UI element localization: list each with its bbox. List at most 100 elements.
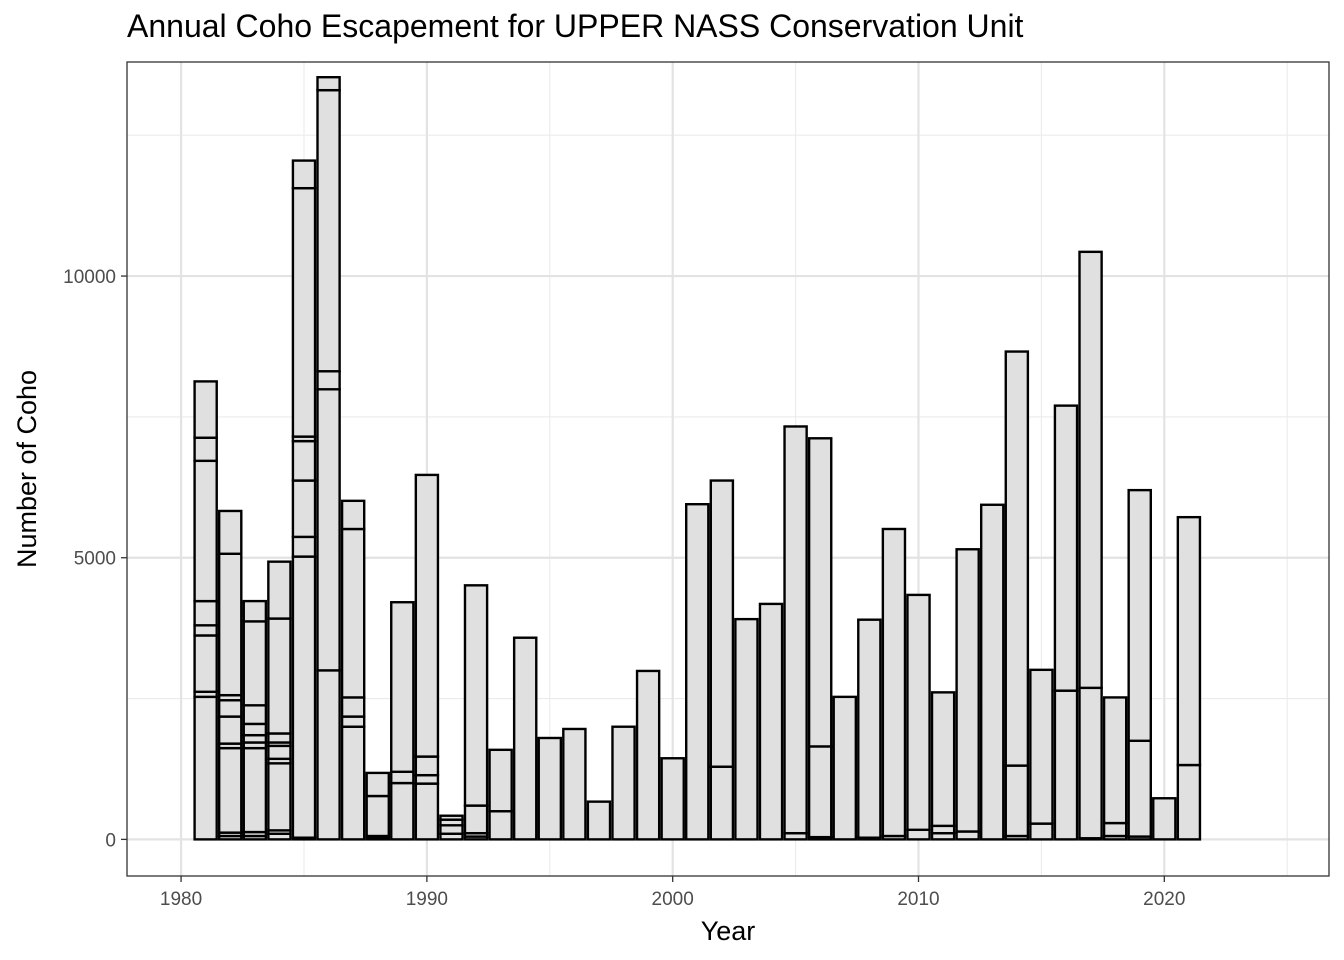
y-axis-title: Number of Coho <box>12 370 42 568</box>
bar-segment-1987 <box>340 696 366 718</box>
bar-segment-1983 <box>242 746 268 834</box>
bar-segment-2021 <box>1176 763 1202 841</box>
bar-segment-2021 <box>1176 515 1202 767</box>
bar-segment-2001 <box>685 503 710 841</box>
x-axis-title: Year <box>701 916 756 946</box>
bar-segment-2007 <box>832 695 858 841</box>
bar-segment-1987 <box>340 527 366 699</box>
bar-segment-2006 <box>807 437 833 748</box>
bar-segment-1981 <box>193 634 218 693</box>
x-tick-label: 2000 <box>652 889 694 910</box>
bar-segment-2013 <box>979 503 1005 841</box>
bar-segment-1981 <box>193 380 218 439</box>
bar-segment-1990 <box>414 473 440 758</box>
bar-segment-1990 <box>414 773 440 785</box>
bar-segment-1989 <box>390 601 415 773</box>
y-axis-ticks: 0 5000 10000 <box>63 267 127 851</box>
bar-segment-2015 <box>1029 822 1054 841</box>
plot-panel-border <box>126 61 1330 877</box>
bar-segment-1981 <box>193 599 218 627</box>
bar-segment-1984 <box>267 560 292 620</box>
bar-segment-2016 <box>1053 404 1079 692</box>
bar-segment-2005 <box>783 425 808 835</box>
x-tick-label: 1990 <box>406 889 448 910</box>
bar-segment-1990 <box>414 782 440 841</box>
bar-segment-1988 <box>365 771 390 798</box>
bar-segment-1987 <box>340 715 366 728</box>
bar-segment-1987 <box>340 725 366 841</box>
bar-segment-1999 <box>635 669 661 841</box>
bar-segment-1989 <box>390 781 415 841</box>
bar-segment-2019 <box>1127 488 1152 743</box>
bar-segment-1986 <box>316 76 341 92</box>
bar-segment-1984 <box>267 617 292 735</box>
bar-segment-1995 <box>537 736 563 841</box>
x-axis-ticks: 1980 1990 2000 2010 2020 <box>160 876 1185 910</box>
y-tick-label: 0 <box>105 830 116 851</box>
bar-segment-2002 <box>709 765 735 841</box>
bar-segment-2009 <box>881 527 907 838</box>
bar-segment-1983 <box>242 599 268 623</box>
bar-segment-1997 <box>586 800 612 841</box>
bar-segment-1984 <box>267 762 292 832</box>
bar-segment-1987 <box>340 499 366 531</box>
bar-segment-1990 <box>414 755 440 777</box>
bar-segment-1985 <box>291 479 317 539</box>
bar-segment-1982 <box>217 746 243 834</box>
y-tick-label: 5000 <box>74 549 116 570</box>
bar-segment-1981 <box>193 459 218 603</box>
bar-segment-1982 <box>217 699 243 718</box>
bar-segment-2000 <box>660 757 685 841</box>
bar-segment-2004 <box>758 602 784 841</box>
bar-segment-2010 <box>906 828 931 841</box>
bar-segment-1986 <box>316 669 341 841</box>
bar-segment-1986 <box>316 88 341 373</box>
bar-segment-1985 <box>291 186 317 438</box>
bar-segment-1988 <box>365 794 390 838</box>
bar-segment-1991 <box>439 814 464 821</box>
bar-segment-1992 <box>463 584 489 807</box>
bar-segment-1991 <box>439 824 464 835</box>
bar-segment-1983 <box>242 704 268 726</box>
bar-segment-2018 <box>1102 821 1128 838</box>
bar-segment-1998 <box>611 725 636 841</box>
bar-segment-2011 <box>930 691 956 828</box>
bar-segment-1985 <box>291 439 317 482</box>
bar-segment-1983 <box>242 620 268 707</box>
bar-segment-1984 <box>267 732 292 744</box>
bar-segment-1994 <box>512 636 538 841</box>
bar-segment-2015 <box>1029 668 1054 825</box>
bar-segment-1982 <box>217 552 243 697</box>
chart-title: Annual Coho Escapement for UPPER NASS Co… <box>127 8 1024 44</box>
bar-segment-2002 <box>709 479 735 768</box>
bar-segment-1986 <box>316 388 341 672</box>
x-tick-label: 1980 <box>160 889 202 910</box>
bar-segment-1989 <box>390 770 415 785</box>
bar-segment-1982 <box>217 509 243 555</box>
x-tick-label: 2010 <box>897 889 939 910</box>
bar-segment-2014 <box>1004 350 1030 767</box>
bar-segment-2020 <box>1152 797 1177 841</box>
bar-segment-1993 <box>488 810 513 841</box>
bar-segment-2006 <box>807 745 833 839</box>
bar-segment-1985 <box>291 535 317 558</box>
bar-segment-1992 <box>463 804 489 835</box>
bar-segment-1981 <box>193 624 218 637</box>
bar-segment-2003 <box>734 617 759 841</box>
bar-segment-1981 <box>193 695 218 841</box>
x-tick-label: 2020 <box>1143 889 1185 910</box>
bar-segment-1993 <box>488 748 513 813</box>
bar-segment-2017 <box>1078 250 1103 690</box>
bar-segment-1981 <box>193 436 218 463</box>
bar-segment-2010 <box>906 593 931 832</box>
bar-segment-1982 <box>217 715 243 745</box>
bar-segment-2017 <box>1078 686 1103 840</box>
bar-segment-1985 <box>291 159 317 190</box>
bar-segment-2008 <box>857 618 882 839</box>
bar-segment-1984 <box>267 744 292 761</box>
bar-segment-1985 <box>291 555 317 839</box>
bar-segment-1986 <box>316 370 341 391</box>
bar-segment-2012 <box>955 548 980 833</box>
bar-series <box>193 76 1202 841</box>
